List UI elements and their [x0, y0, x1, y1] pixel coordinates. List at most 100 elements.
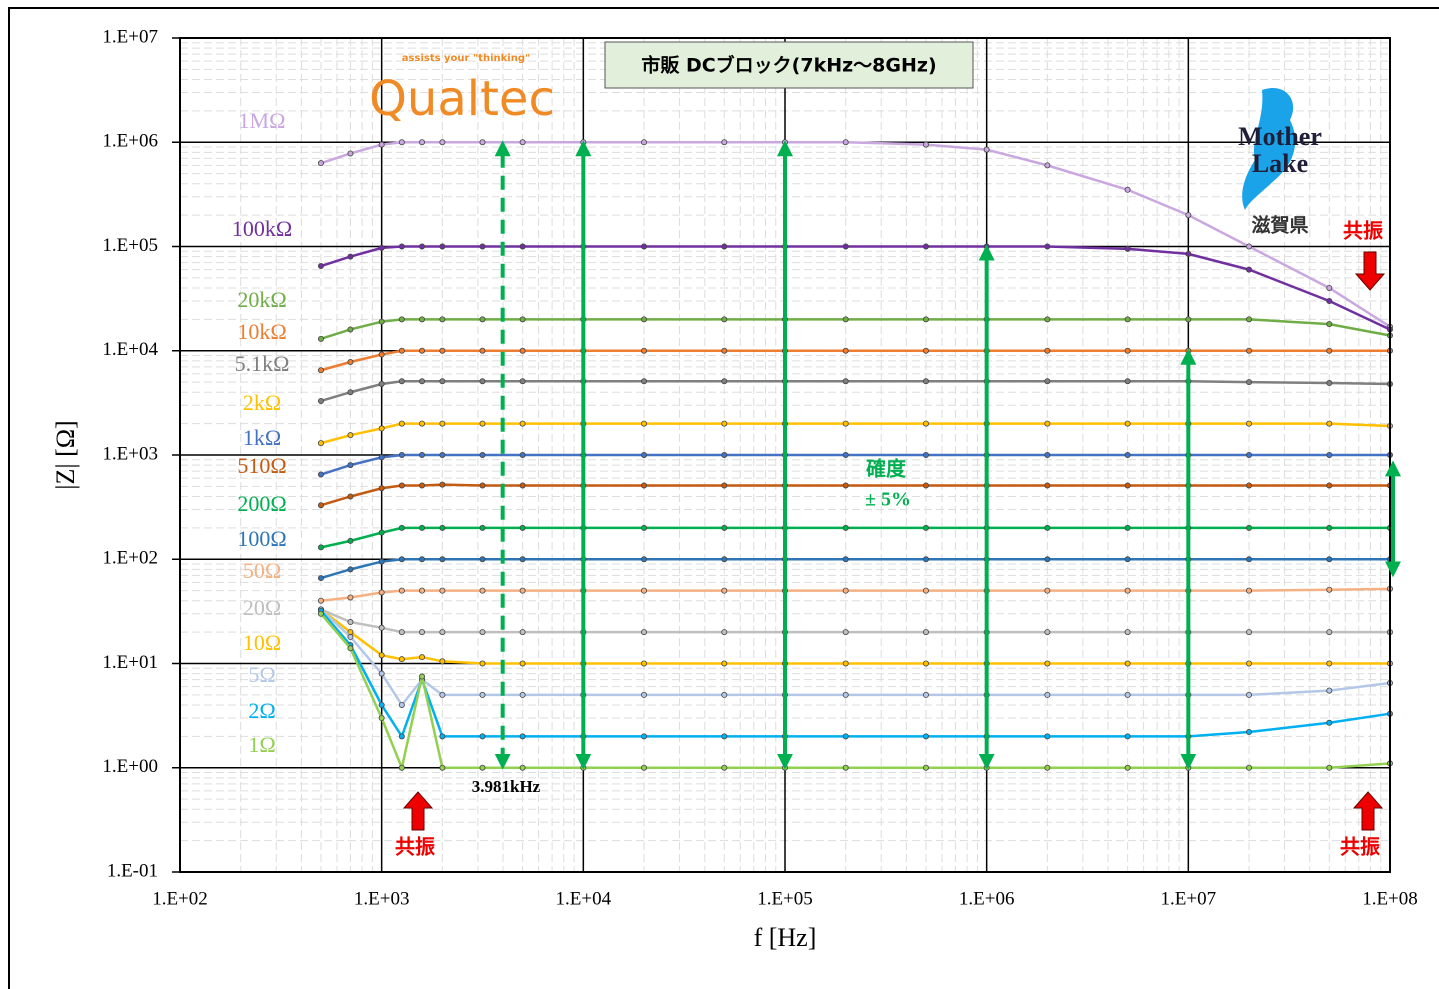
data-point: [479, 660, 486, 667]
data-point: [1044, 316, 1051, 323]
resonance-label: 共振: [1343, 219, 1383, 243]
y-tick-label: 1.E+03: [102, 443, 158, 464]
data-point: [1044, 378, 1051, 385]
frequency-note: 3.981kHz: [472, 777, 541, 796]
data-point: [419, 316, 426, 323]
data-point: [378, 425, 385, 432]
data-point: [439, 587, 446, 594]
legend-label: 5.1kΩ: [235, 351, 290, 376]
data-point: [842, 587, 849, 594]
data-point: [479, 691, 486, 698]
data-point: [419, 587, 426, 594]
data-point: [983, 764, 990, 771]
data-point: [519, 556, 526, 563]
data-point: [398, 629, 405, 636]
data-point: [1124, 587, 1131, 594]
data-point: [1044, 482, 1051, 489]
data-point: [479, 587, 486, 594]
resonance-arrow: [402, 791, 434, 831]
data-point: [519, 316, 526, 323]
data-point: [439, 481, 446, 488]
data-point: [1326, 764, 1333, 771]
data-point: [1246, 266, 1253, 273]
data-point: [721, 378, 728, 385]
x-tick-label: 1.E+03: [354, 888, 410, 909]
data-point: [519, 691, 526, 698]
data-point: [641, 378, 648, 385]
data-point: [479, 556, 486, 563]
data-point: [347, 594, 354, 601]
data-point: [479, 629, 486, 636]
data-point: [439, 629, 446, 636]
data-point: [398, 139, 405, 146]
data-point: [317, 160, 324, 167]
data-point: [641, 733, 648, 740]
data-point: [347, 493, 354, 500]
legend-label: 1Ω: [248, 732, 275, 757]
data-point: [317, 575, 324, 582]
data-point: [419, 654, 426, 661]
legend-label: 50Ω: [243, 558, 281, 583]
data-point: [922, 764, 929, 771]
badge-line1: Mother: [1238, 122, 1322, 151]
x-tick-label: 1.E+06: [959, 888, 1015, 909]
data-point: [519, 629, 526, 636]
accuracy-value: ± 5%: [865, 489, 911, 511]
data-point: [641, 316, 648, 323]
data-point: [439, 764, 446, 771]
data-point: [842, 556, 849, 563]
data-point: [1246, 556, 1253, 563]
x-tick-label: 1.E+08: [1362, 888, 1418, 909]
data-point: [1326, 629, 1333, 636]
data-point: [419, 139, 426, 146]
data-point: [378, 701, 385, 708]
badge-line2: Lake: [1252, 149, 1308, 178]
data-point: [641, 347, 648, 354]
data-point: [347, 358, 354, 365]
data-point: [922, 347, 929, 354]
data-point: [922, 451, 929, 458]
data-point: [439, 347, 446, 354]
data-point: [347, 566, 354, 573]
data-point: [1326, 524, 1333, 531]
data-point: [317, 502, 324, 509]
data-point: [1044, 556, 1051, 563]
data-point: [479, 139, 486, 146]
data-point: [721, 316, 728, 323]
data-point: [842, 691, 849, 698]
data-point: [1124, 764, 1131, 771]
data-point: [398, 316, 405, 323]
data-point: [1044, 629, 1051, 636]
data-point: [1124, 660, 1131, 667]
data-point: [519, 482, 526, 489]
legend-label: 1MΩ: [239, 108, 286, 133]
data-point: [721, 691, 728, 698]
data-point: [641, 420, 648, 427]
data-point: [922, 524, 929, 531]
logo-tagline: assists your "thinking": [402, 53, 530, 64]
data-point: [419, 482, 426, 489]
legend-label: 100kΩ: [232, 216, 292, 241]
data-point: [439, 451, 446, 458]
data-point: [1246, 420, 1253, 427]
data-point: [1124, 629, 1131, 636]
data-point: [721, 347, 728, 354]
data-point: [347, 389, 354, 396]
legend-label: 100Ω: [237, 526, 286, 551]
data-point: [378, 670, 385, 677]
data-point: [378, 244, 385, 251]
data-point: [347, 150, 354, 157]
data-point: [317, 397, 324, 404]
data-point: [519, 524, 526, 531]
data-point: [519, 378, 526, 385]
data-point: [641, 556, 648, 563]
data-point: [1044, 660, 1051, 667]
data-point: [1246, 451, 1253, 458]
legend-label: 2kΩ: [243, 390, 281, 415]
data-point: [347, 462, 354, 469]
data-point: [398, 347, 405, 354]
data-point: [1185, 212, 1192, 219]
data-point: [721, 243, 728, 250]
resonance-label: 共振: [395, 835, 435, 859]
